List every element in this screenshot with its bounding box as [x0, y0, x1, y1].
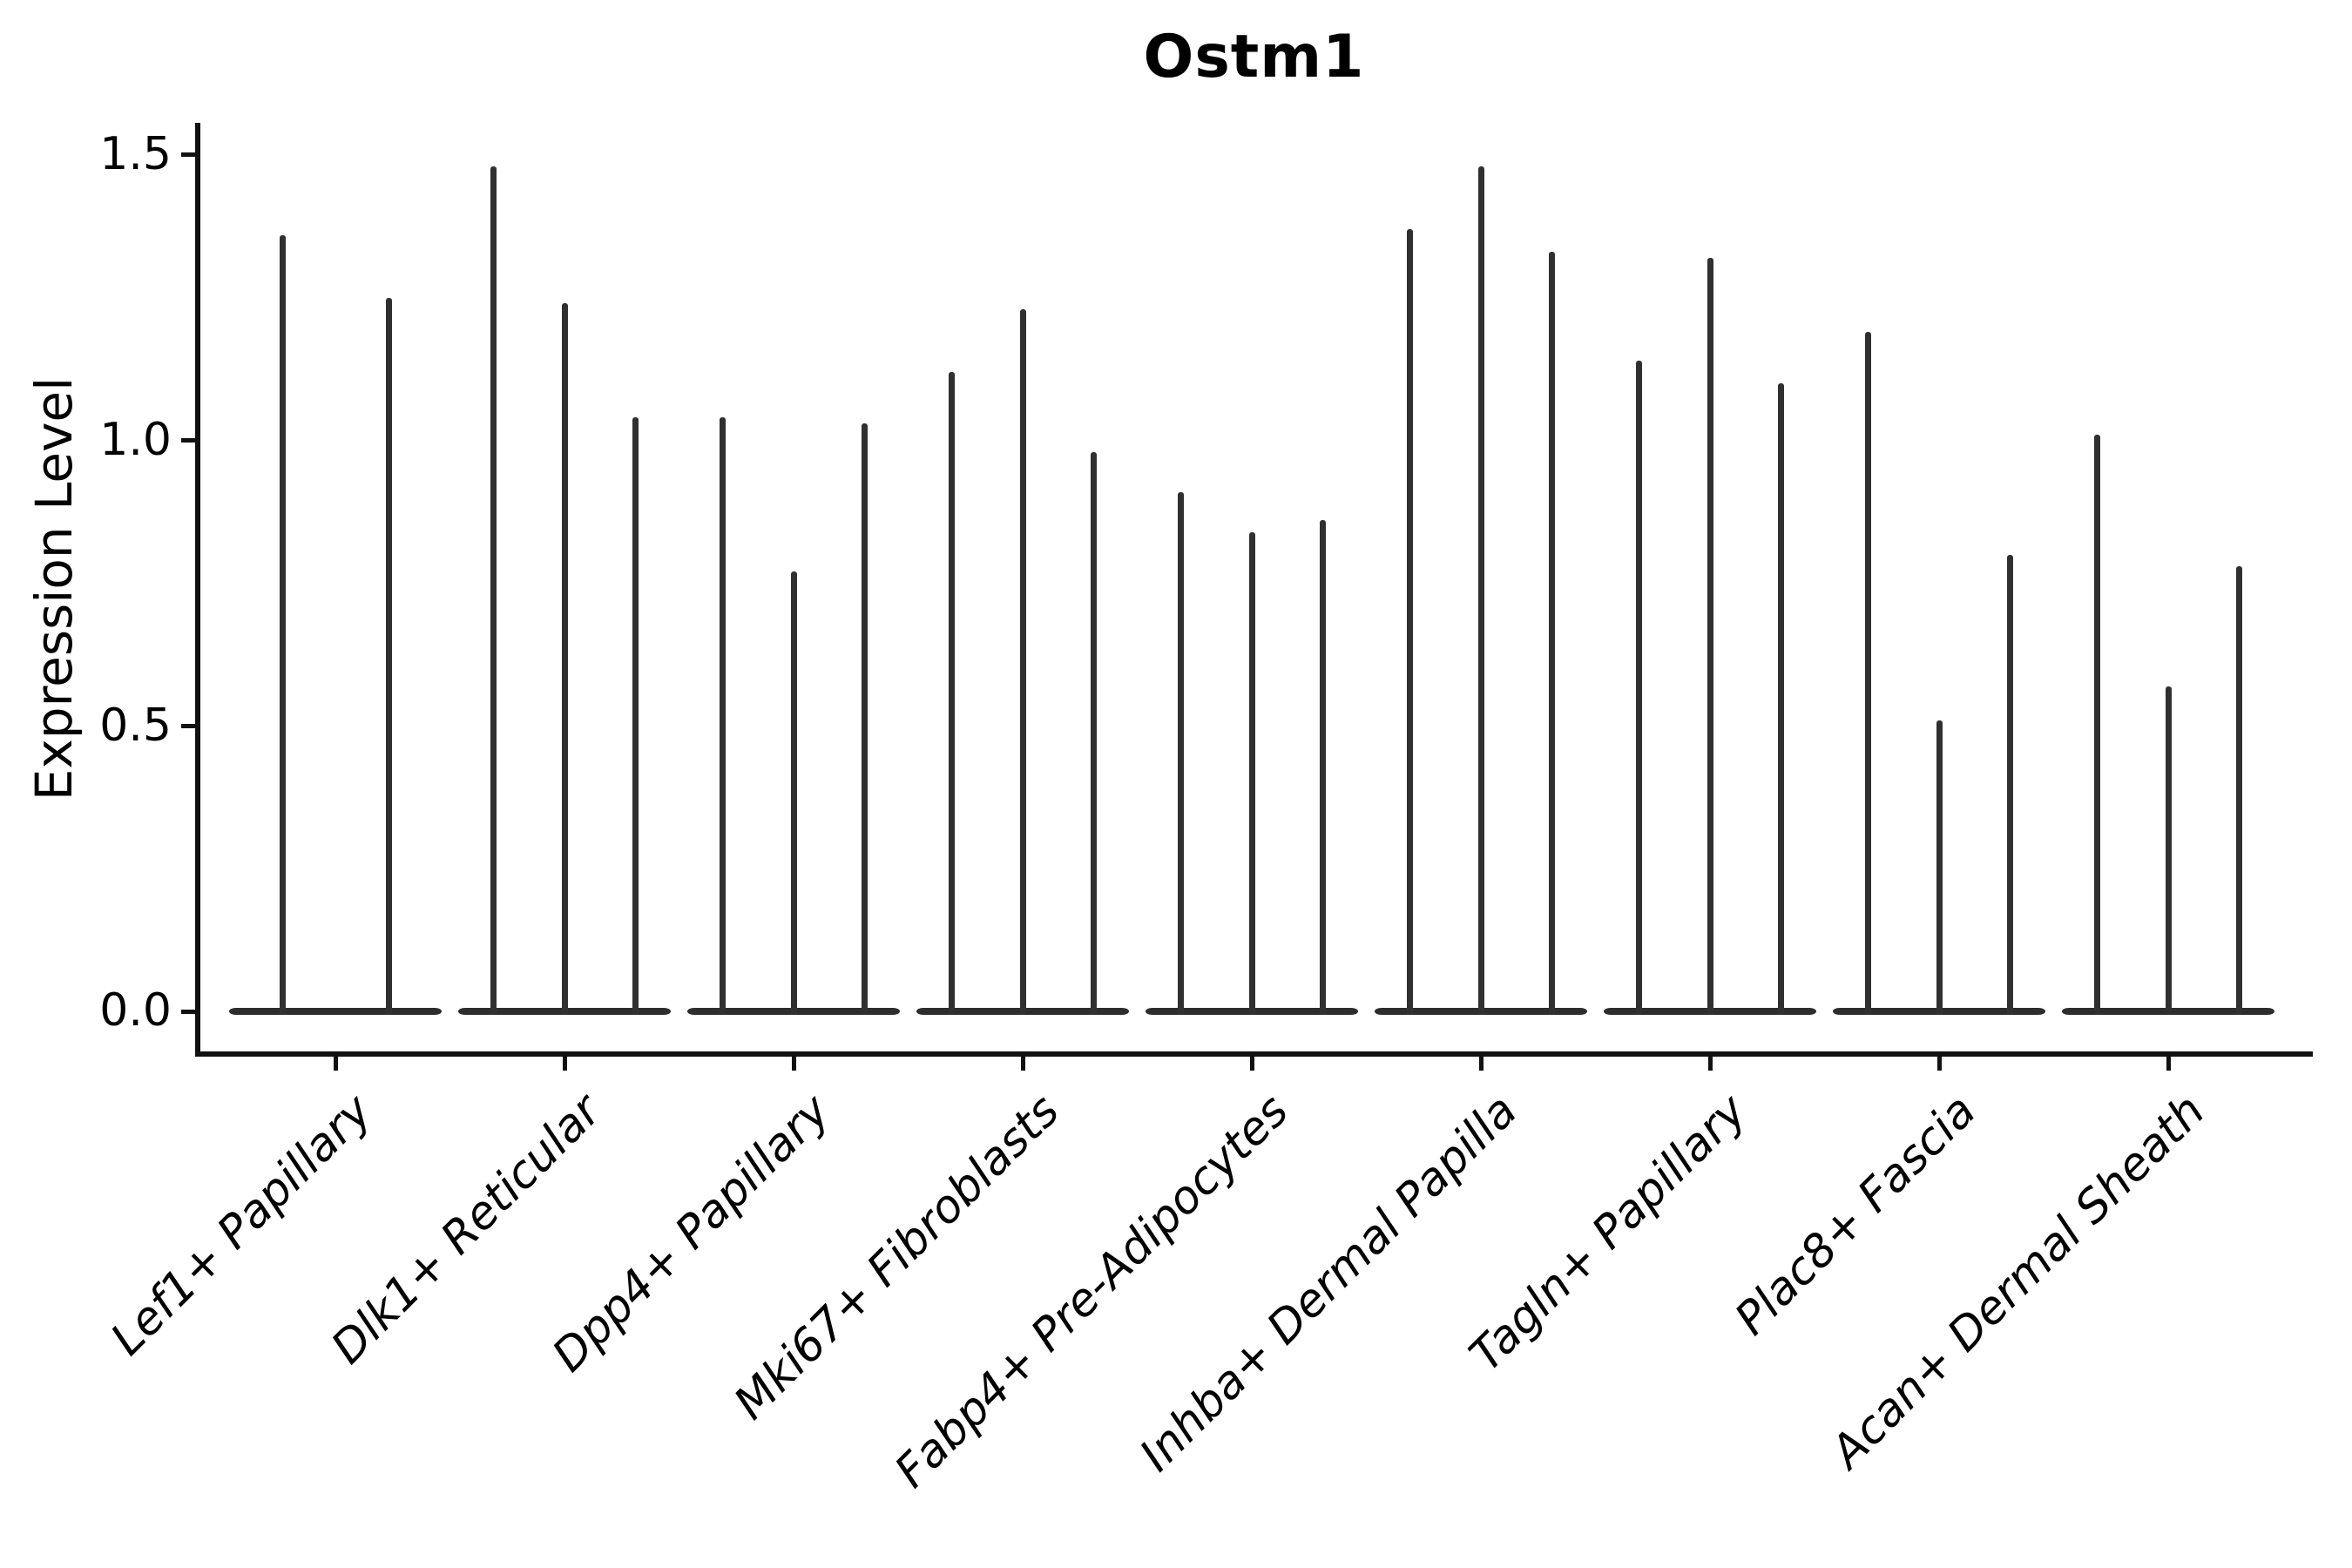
y-tick-label-0.5: 0.5: [99, 699, 172, 752]
x-tick-1: [333, 1057, 338, 1071]
x-tick-label-8: Plac8+ Fascia: [1725, 1085, 1986, 1346]
violin-spike-6-2: [1477, 166, 1484, 1016]
violin-spike-5-1: [1178, 491, 1185, 1016]
violin-spike-5-2: [1248, 531, 1255, 1016]
violin-spike-3-2: [790, 571, 797, 1016]
x-tick-4: [1020, 1057, 1025, 1071]
y-tick-0.5: [181, 724, 195, 729]
y-axis-label: Expression Level: [24, 376, 84, 801]
violin-spike-7-1: [1636, 360, 1643, 1016]
y-tick-1.0: [181, 438, 195, 443]
y-tick-1.5: [181, 152, 195, 158]
y-tick-0.0: [181, 1009, 195, 1014]
chart-title: Ostm1: [1143, 23, 1365, 91]
violin-spike-9-2: [2165, 686, 2172, 1016]
violin-spike-5-3: [1319, 520, 1326, 1016]
violin-spike-9-3: [2235, 565, 2242, 1016]
x-tick-6: [1478, 1057, 1484, 1071]
x-tick-3: [791, 1057, 796, 1071]
x-tick-7: [1707, 1057, 1713, 1071]
violin-base-1: [229, 1008, 442, 1016]
violin-spike-3-1: [720, 417, 727, 1016]
violin-spike-6-1: [1407, 228, 1414, 1016]
x-tick-label-9: Acan+ Dermal Sheath: [1821, 1085, 2215, 1479]
y-tick-label-1.5: 1.5: [99, 127, 172, 180]
violin-spike-4-2: [1019, 308, 1026, 1016]
violin-spike-2-2: [561, 303, 568, 1016]
y-tick-label-0.0: 0.0: [99, 984, 172, 1037]
violin-spike-8-3: [2006, 554, 2013, 1016]
y-tick-label-1.0: 1.0: [99, 413, 172, 466]
y-axis-spine: [195, 123, 200, 1057]
violin-spike-8-1: [1865, 332, 1872, 1016]
x-tick-label-6: Inhba+ Dermal Papilla: [1130, 1085, 1528, 1482]
violin-spike-4-3: [1090, 451, 1097, 1016]
violin-spike-9-1: [2094, 435, 2101, 1016]
violin-spike-3-3: [861, 422, 868, 1016]
violin-spike-2-1: [490, 166, 497, 1016]
x-axis-spine: [195, 1051, 2313, 1057]
x-tick-5: [1249, 1057, 1254, 1071]
violin-spike-8-2: [1936, 720, 1943, 1016]
x-tick-9: [2166, 1057, 2171, 1071]
violin-spike-1-1: [279, 234, 286, 1016]
x-tick-8: [1936, 1057, 1942, 1071]
x-tick-label-5: Fabp4+ Pre-Adipocytes: [885, 1085, 1299, 1498]
violin-spike-4-1: [949, 371, 956, 1016]
violin-spike-6-3: [1548, 252, 1555, 1016]
violin-spike-7-2: [1707, 257, 1713, 1016]
violin-spike-7-3: [1777, 383, 1784, 1016]
violin-spike-2-3: [632, 417, 639, 1016]
violin-spike-1-2: [385, 297, 392, 1016]
x-tick-2: [562, 1057, 567, 1071]
